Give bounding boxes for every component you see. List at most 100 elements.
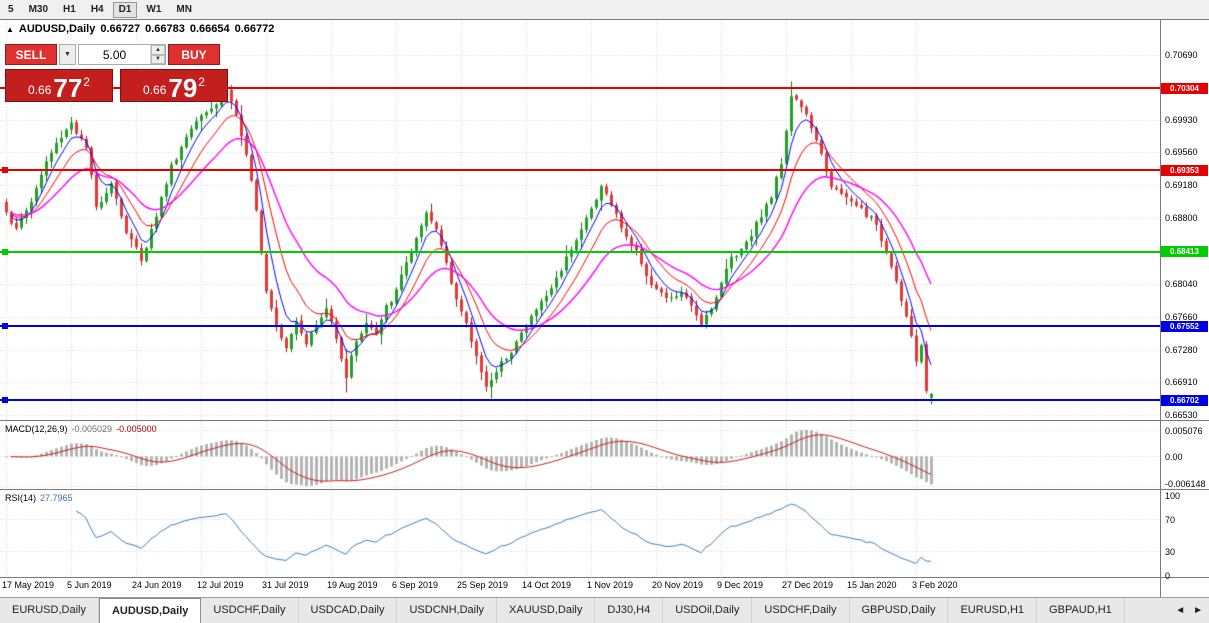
rsi-panel-divider[interactable]: [0, 489, 1209, 490]
date-label: 31 Jul 2019: [262, 580, 309, 590]
chart-tab-bar: EURUSD,Daily AUDUSD,Daily USDCHF,Daily USDC…: [0, 597, 1209, 623]
date-label: 15 Jan 2020: [847, 580, 897, 590]
buy-price-big-digits: 79: [168, 72, 198, 103]
price-tick: 0.68800: [1165, 213, 1198, 224]
ohlc-low-value: 0.66654: [189, 23, 230, 35]
volume-stepper: ▲ ▼: [150, 45, 165, 64]
price-tick: 0.67280: [1165, 344, 1198, 355]
date-label: 12 Jul 2019: [197, 580, 244, 590]
macd-indicator-label: MACD(12,26,9) -0.005029 -0.005000: [5, 424, 157, 434]
macd-indicator-canvas[interactable]: [0, 421, 1160, 489]
chart-shift-marker-icon: ▲: [6, 25, 14, 34]
date-label: 20 Nov 2019: [652, 580, 704, 590]
chart-tabs: EURUSD,Daily AUDUSD,Daily USDCHF,Daily USDC…: [0, 598, 1125, 623]
chart-tab[interactable]: DJ30,H4: [595, 598, 664, 623]
chart-tab[interactable]: USDOil,Daily: [663, 598, 753, 623]
tabs-scroll-left-button[interactable]: ◄: [1175, 605, 1186, 616]
date-label: 19 Aug 2019: [327, 580, 378, 590]
volume-dropdown-button[interactable]: ▼: [59, 44, 76, 65]
chevron-up-icon: ▲: [155, 46, 161, 53]
chevron-down-icon: ▼: [64, 51, 71, 58]
rsi-scale-tick: 100: [1165, 490, 1181, 501]
rsi-scale-tick: 30: [1165, 546, 1176, 557]
date-label: 27 Dec 2019: [782, 580, 834, 590]
hline-handle[interactable]: [2, 397, 8, 404]
timeframe-button-d1[interactable]: D1: [112, 1, 138, 18]
chart-tab[interactable]: USDCNH,Daily: [397, 598, 498, 623]
buy-price-display[interactable]: 0.66 79 2: [120, 69, 228, 102]
date-label: 24 Jun 2019: [132, 580, 182, 590]
macd-main-value: -0.005029: [71, 424, 113, 434]
macd-scale-tick: -0.006148: [1165, 478, 1206, 489]
buy-price-prefix: 0.66: [143, 83, 167, 97]
price-tick: 0.66530: [1165, 409, 1198, 420]
chart-tab[interactable]: GBPAUD,H1: [1037, 598, 1125, 623]
tabs-scroll-right-button[interactable]: ►: [1193, 605, 1203, 616]
macd-name: MACD(12,26,9): [5, 424, 68, 434]
chart-tab[interactable]: EURUSD,H1: [948, 598, 1038, 623]
price-tick: 0.69560: [1165, 147, 1198, 158]
sell-price-prefix: 0.66: [28, 83, 52, 97]
chart-tab[interactable]: EURUSD,Daily: [0, 598, 99, 623]
hline[interactable]: [0, 87, 1160, 89]
chart-tab[interactable]: USDCAD,Daily: [299, 598, 398, 623]
timeframe-button-5[interactable]: 5: [2, 2, 20, 18]
macd-scale-tick: 0.00: [1165, 451, 1183, 462]
rsi-scale-tick: 0: [1165, 570, 1171, 581]
chart-header: ▲ AUDUSD,Daily 0.66727 0.66783 0.66654 0.6677…: [6, 23, 279, 35]
hline[interactable]: [0, 323, 1160, 330]
chart-tab[interactable]: XAUUSD,Daily: [497, 598, 596, 623]
date-label: 5 Jun 2019: [67, 580, 112, 590]
timeframe-button-h1[interactable]: H1: [57, 2, 82, 18]
chart-top-border: [0, 19, 1209, 20]
hline-handle[interactable]: [2, 323, 8, 330]
date-label: 3 Feb 2020: [912, 580, 958, 590]
hline-handle[interactable]: [2, 167, 8, 174]
rsi-scale-tick: 70: [1165, 514, 1176, 525]
ohlc-close-value: 0.66772: [234, 23, 275, 35]
timeframe-button-h4[interactable]: H4: [85, 2, 110, 18]
price-tick: 0.68040: [1165, 279, 1198, 290]
volume-increase-button[interactable]: ▲: [151, 45, 165, 55]
sell-price-pip-digit: 2: [83, 75, 90, 89]
price-scale-divider: [1160, 19, 1161, 597]
price-tick: 0.67660: [1165, 312, 1198, 323]
volume-decrease-button[interactable]: ▼: [151, 54, 165, 64]
hline[interactable]: [0, 397, 1160, 404]
rsi-name: RSI(14): [5, 493, 37, 503]
timeframe-button-w1[interactable]: W1: [140, 2, 167, 18]
price-tick: 0.70690: [1165, 49, 1198, 60]
chart-symbol-label: AUDUSD,Daily: [18, 23, 96, 35]
chart-tab[interactable]: USDCHF,Daily: [201, 598, 299, 623]
volume-input[interactable]: [79, 45, 150, 64]
date-label: 17 May 2019: [2, 580, 55, 590]
hline[interactable]: [0, 248, 1160, 255]
price-tick: 0.66910: [1165, 377, 1198, 388]
rsi-indicator-canvas[interactable]: [0, 490, 1160, 577]
sell-button[interactable]: SELL: [5, 44, 57, 65]
chart-tab[interactable]: AUDUSD,Daily: [98, 598, 202, 623]
chart-tab[interactable]: GBPUSD,Daily: [850, 598, 949, 623]
sell-price-big-digits: 77: [53, 72, 83, 103]
price-badge: 0.69353: [1161, 164, 1208, 176]
macd-signal-value: -0.005000: [116, 424, 157, 434]
hline[interactable]: [0, 167, 1160, 174]
timeframe-button-mn[interactable]: MN: [170, 2, 198, 18]
buy-button[interactable]: BUY: [168, 44, 220, 65]
date-label: 14 Oct 2019: [522, 580, 572, 590]
hline-handle[interactable]: [2, 248, 8, 255]
timeframe-toolbar: 5 M30 H1 H4 D1 W1 MN: [0, 0, 1209, 19]
macd-panel-divider[interactable]: [0, 420, 1209, 421]
tab-nav: ◄ ►: [1175, 605, 1209, 616]
sell-price-display[interactable]: 0.66 77 2: [5, 69, 113, 102]
ohlc-high-value: 0.66783: [145, 23, 185, 35]
price-badge: 0.67552: [1161, 320, 1208, 332]
rsi-value: 27.7965: [40, 493, 73, 503]
price-badge: 0.68413: [1161, 246, 1208, 258]
date-label: 6 Sep 2019: [392, 580, 439, 590]
chart-tab[interactable]: USDCHF,Daily: [752, 598, 850, 623]
price-badge: 0.70304: [1161, 82, 1208, 94]
timeframe-button-m30[interactable]: M30: [23, 2, 54, 18]
